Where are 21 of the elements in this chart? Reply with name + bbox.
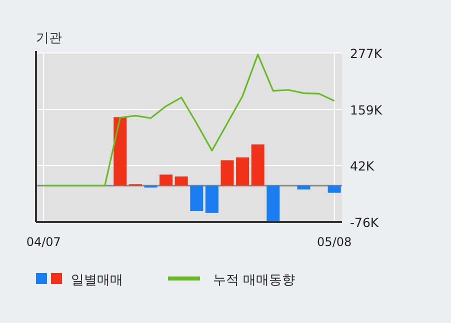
bar xyxy=(205,186,218,213)
legend-label: 일별매매 xyxy=(71,273,123,288)
legend-일별매매: 일별매매 xyxy=(36,273,123,288)
bar xyxy=(160,174,173,186)
bar xyxy=(236,157,250,186)
legend-label: 누적 매매동향 xyxy=(213,273,296,288)
bar xyxy=(174,176,188,186)
bar xyxy=(190,186,204,211)
y-tick-label: 42K xyxy=(350,158,375,174)
x-tick-label: 05/08 xyxy=(317,235,352,249)
bar xyxy=(297,186,310,190)
y-tick-label: 159K xyxy=(350,102,383,118)
bar xyxy=(266,186,280,222)
bar xyxy=(114,117,127,186)
y-tick-label: -76K xyxy=(350,215,380,230)
chart-title: 기관 xyxy=(36,31,62,46)
bar xyxy=(251,144,264,186)
bar xyxy=(328,186,341,193)
bar xyxy=(220,160,234,186)
y-tick-label: 277K xyxy=(350,46,383,61)
x-tick-label: 04/07 xyxy=(26,235,61,249)
